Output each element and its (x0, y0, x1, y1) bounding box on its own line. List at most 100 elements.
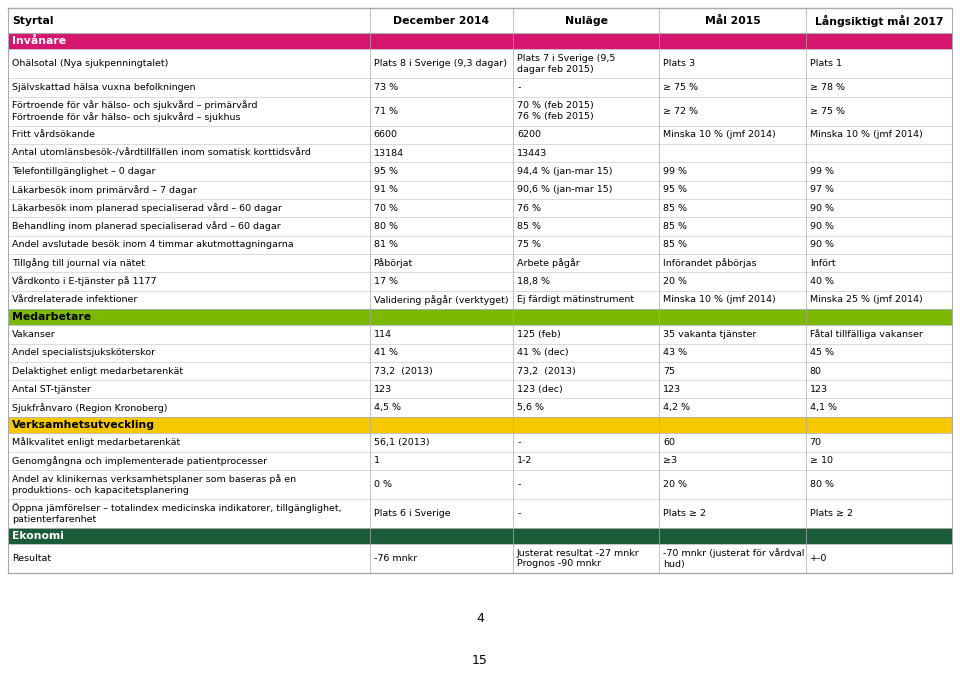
Text: 91 %: 91 % (373, 185, 397, 194)
Text: 90 %: 90 % (809, 204, 833, 213)
Text: Behandling inom planerad specialiserad vård – 60 dagar: Behandling inom planerad specialiserad v… (12, 221, 280, 232)
Text: 6600: 6600 (373, 130, 397, 139)
Text: 123: 123 (809, 385, 828, 394)
Text: 4,5 %: 4,5 % (373, 403, 400, 412)
Text: 13184: 13184 (373, 149, 403, 158)
Bar (8, 144, 952, 162)
Text: Plats ≥ 2: Plats ≥ 2 (663, 509, 707, 517)
Text: 40 %: 40 % (809, 277, 833, 286)
Bar (8, 217, 952, 236)
Text: Antal utomlänsbesök-/vårdtillfällen inom somatisk korttidsvård: Antal utomlänsbesök-/vårdtillfällen inom… (12, 149, 311, 158)
Text: Arbete pågår: Arbete pågår (517, 258, 580, 268)
Text: 99 %: 99 % (809, 167, 833, 176)
Text: Minska 10 % (jmf 2014): Minska 10 % (jmf 2014) (663, 130, 776, 139)
Text: Genomgångna och implementerade patientprocesser: Genomgångna och implementerade patientpr… (12, 456, 267, 466)
Text: 5,6 %: 5,6 % (517, 403, 544, 412)
Text: Läkarbesök inom primärvård – 7 dagar: Läkarbesök inom primärvård – 7 dagar (12, 185, 197, 195)
Text: Öppna jämförelser – totalindex medicinska indikatorer, tillgänglighet,
patienter: Öppna jämförelser – totalindex medicinsk… (12, 503, 342, 524)
Bar (8, 344, 952, 362)
Text: Styrtal: Styrtal (12, 16, 54, 26)
Text: Tillgång till journal via nätet: Tillgång till journal via nätet (12, 258, 145, 268)
Text: 90 %: 90 % (809, 240, 833, 249)
Text: Ohälsotal (Nya sjukpenningtalet): Ohälsotal (Nya sjukpenningtalet) (12, 60, 168, 69)
Text: 1-2: 1-2 (517, 456, 533, 465)
Text: Andel specialistsjuksköterskor: Andel specialistsjuksköterskor (12, 348, 156, 357)
Text: -: - (517, 83, 520, 92)
Text: 75: 75 (663, 367, 675, 375)
Text: Långsiktigt mål 2017: Långsiktigt mål 2017 (815, 14, 943, 26)
Text: Antal ST-tjänster: Antal ST-tjänster (12, 385, 91, 394)
Text: 56,1 (2013): 56,1 (2013) (373, 438, 429, 447)
Text: Verksamhetsutveckling: Verksamhetsutveckling (12, 420, 155, 430)
Bar (8, 33, 952, 50)
Text: Infört: Infört (809, 259, 835, 268)
Text: 99 %: 99 % (663, 167, 687, 176)
Bar (8, 50, 952, 78)
Text: 75 %: 75 % (517, 240, 541, 249)
Text: Mål 2015: Mål 2015 (705, 16, 760, 26)
Text: Plats 7 i Sverige (9,5
dagar feb 2015): Plats 7 i Sverige (9,5 dagar feb 2015) (517, 54, 615, 74)
Text: Vårdkonto i E-tjänster på 1177: Vårdkonto i E-tjänster på 1177 (12, 276, 156, 287)
Text: 94,4 % (jan-mar 15): 94,4 % (jan-mar 15) (517, 167, 612, 176)
Text: Plats 1: Plats 1 (809, 60, 842, 69)
Text: 76 %: 76 % (517, 204, 541, 213)
Text: Minska 25 % (jmf 2014): Minska 25 % (jmf 2014) (809, 295, 923, 304)
Bar (8, 362, 952, 380)
Text: 70: 70 (809, 438, 822, 447)
Text: ≥ 10: ≥ 10 (809, 456, 832, 465)
Text: ≥ 75 %: ≥ 75 % (809, 107, 845, 115)
Text: ≥ 72 %: ≥ 72 % (663, 107, 698, 115)
Text: 4,2 %: 4,2 % (663, 403, 690, 412)
Text: Invånare: Invånare (12, 36, 66, 46)
Text: 1: 1 (373, 456, 379, 465)
Text: Ekonomi: Ekonomi (12, 531, 64, 541)
Text: 71 %: 71 % (373, 107, 397, 115)
Text: Plats ≥ 2: Plats ≥ 2 (809, 509, 852, 517)
Text: Ej färdigt mätinstrument: Ej färdigt mätinstrument (517, 295, 635, 304)
Text: -: - (517, 480, 520, 489)
Bar (8, 528, 952, 544)
Text: ≥3: ≥3 (663, 456, 678, 465)
Text: 81 %: 81 % (373, 240, 397, 249)
Bar (8, 399, 952, 417)
Bar (8, 499, 952, 528)
Text: Minska 10 % (jmf 2014): Minska 10 % (jmf 2014) (663, 295, 776, 304)
Text: 90,6 % (jan-mar 15): 90,6 % (jan-mar 15) (517, 185, 612, 194)
Text: 13443: 13443 (517, 149, 547, 158)
Text: 125 (feb): 125 (feb) (517, 330, 561, 339)
Text: 18,8 %: 18,8 % (517, 277, 550, 286)
Bar (8, 8, 952, 33)
Text: 20 %: 20 % (663, 480, 687, 489)
Text: 97 %: 97 % (809, 185, 833, 194)
Text: Delaktighet enligt medarbetarenkät: Delaktighet enligt medarbetarenkät (12, 367, 183, 375)
Bar (8, 78, 952, 96)
Text: 73,2  (2013): 73,2 (2013) (373, 367, 432, 375)
Text: ≥ 78 %: ≥ 78 % (809, 83, 845, 92)
Text: 123 (dec): 123 (dec) (517, 385, 563, 394)
Text: Läkarbesök inom planerad specialiserad vård – 60 dagar: Läkarbesök inom planerad specialiserad v… (12, 203, 282, 213)
Text: 80: 80 (809, 367, 822, 375)
Bar (8, 236, 952, 254)
Text: Resultat: Resultat (12, 554, 51, 563)
Bar (8, 181, 952, 199)
Text: Minska 10 % (jmf 2014): Minska 10 % (jmf 2014) (809, 130, 923, 139)
Text: 41 % (dec): 41 % (dec) (517, 348, 568, 357)
Text: 85 %: 85 % (663, 204, 687, 213)
Text: Målkvalitet enligt medarbetarenkät: Målkvalitet enligt medarbetarenkät (12, 437, 180, 447)
Bar (8, 254, 952, 272)
Text: 20 %: 20 % (663, 277, 687, 286)
Text: 45 %: 45 % (809, 348, 833, 357)
Text: 85 %: 85 % (663, 240, 687, 249)
Bar (8, 96, 952, 126)
Bar (8, 199, 952, 217)
Bar (8, 544, 952, 573)
Bar (8, 433, 952, 452)
Text: Plats 3: Plats 3 (663, 60, 695, 69)
Text: Fritt vårdsökande: Fritt vårdsökande (12, 130, 95, 139)
Text: Telefontillgänglighet – 0 dagar: Telefontillgänglighet – 0 dagar (12, 167, 156, 176)
Text: 85 %: 85 % (517, 222, 541, 231)
Text: Införandet påbörjas: Införandet påbörjas (663, 258, 756, 268)
Text: 0 %: 0 % (373, 480, 392, 489)
Bar (8, 325, 952, 344)
Text: 123: 123 (373, 385, 392, 394)
